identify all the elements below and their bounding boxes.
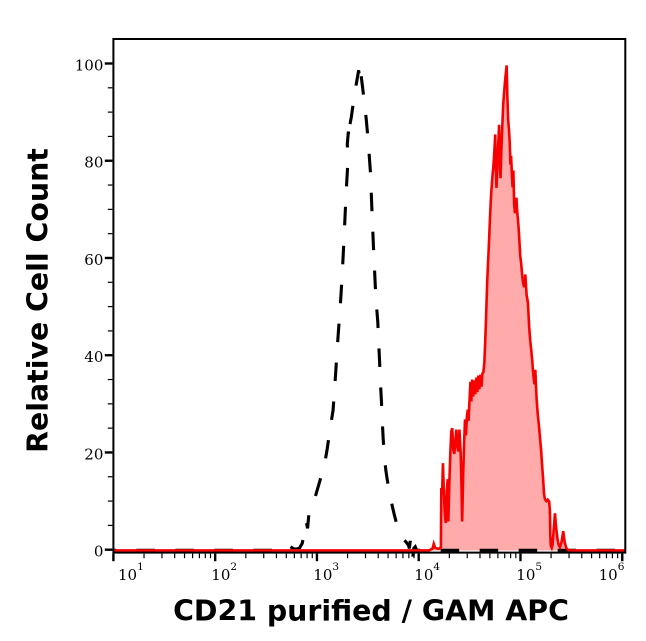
y-tick-label: 100	[75, 56, 104, 74]
x-tick-label: 106	[599, 561, 625, 584]
x-axis-minor-ticks	[143, 553, 619, 559]
x-tick-label: 101	[118, 561, 144, 584]
red-histogram-fill	[113, 65, 626, 551]
x-axis-tick-labels: 101 102 103 104 105 106	[118, 561, 625, 584]
x-tick-label: 102	[211, 561, 237, 584]
y-axis-major-ticks	[104, 62, 113, 551]
red-stained-curve	[113, 65, 626, 552]
y-tick-label: 40	[84, 348, 103, 366]
y-tick-label: 0	[94, 543, 104, 561]
y-axis-title: Relative Cell Count	[22, 148, 55, 453]
y-axis-minor-ticks	[107, 87, 113, 526]
x-tick-label: 105	[516, 561, 542, 584]
y-tick-label: 80	[84, 154, 103, 172]
x-axis-major-ticks	[112, 553, 624, 562]
x-tick-label: 104	[414, 561, 440, 584]
plot-border	[112, 38, 627, 554]
y-tick-label: 60	[84, 251, 103, 269]
y-axis-tick-labels: 0 20 40 60 80 100	[75, 56, 104, 560]
y-tick-label: 20	[84, 445, 103, 463]
x-axis-title: CD21 purified / GAM APC	[173, 595, 569, 628]
x-tick-label: 103	[313, 561, 339, 584]
dashed-control-curve	[113, 68, 626, 557]
